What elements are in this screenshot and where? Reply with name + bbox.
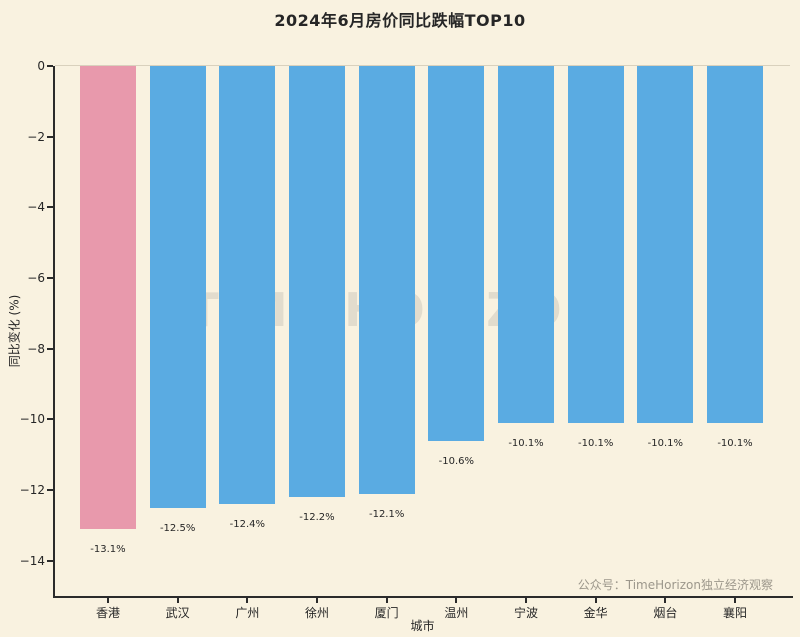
- x-tick-mark: [664, 598, 667, 603]
- y-tick-mark: [47, 65, 53, 67]
- y-tick-mark: [47, 206, 53, 208]
- credit-note: 公众号：TimeHorizon独立经济观察: [577, 578, 773, 592]
- bar-value-label: -10.1%: [508, 438, 544, 449]
- x-tick-label: 广州: [235, 606, 260, 620]
- x-tick-mark: [246, 598, 249, 603]
- x-tick-mark: [525, 598, 528, 603]
- x-tick-label: 香港: [95, 606, 120, 620]
- x-tick-mark: [385, 598, 388, 603]
- plot-area: TIME HORIZON -13.1%-12.5%-12.4%-12.2%-12…: [20, 59, 793, 633]
- bar: [707, 66, 764, 423]
- bar: [637, 66, 694, 423]
- bar-value-label: -10.1%: [577, 438, 614, 449]
- y-axis-label: 同比变化 (%): [7, 294, 22, 368]
- x-tick-mark: [107, 598, 109, 603]
- y-tick-label: −2: [27, 130, 45, 144]
- x-axis-spine: [53, 596, 793, 598]
- y-tick-mark: [47, 560, 53, 562]
- bar: [358, 66, 415, 494]
- y-axis-spine: [53, 66, 55, 598]
- x-tick-label: 武汉: [165, 606, 190, 620]
- bar-value-label: -13.1%: [90, 544, 126, 555]
- y-tick-label: −12: [19, 483, 45, 497]
- zero-baseline: [55, 65, 790, 66]
- x-tick-mark: [594, 598, 597, 603]
- y-tick-mark: [47, 348, 53, 350]
- bar: [498, 66, 555, 423]
- y-tick-label: −6: [27, 271, 45, 285]
- x-tick-mark: [734, 598, 737, 603]
- x-tick-label: 宁波: [514, 606, 539, 620]
- x-tick-label: 烟台: [653, 606, 678, 620]
- y-tick-label: −4: [27, 200, 45, 214]
- y-tick-label: −14: [19, 554, 45, 568]
- y-tick-label: 0: [37, 59, 45, 73]
- bar-value-label: -12.5%: [159, 523, 196, 534]
- x-tick-mark: [176, 598, 179, 603]
- bar: [567, 66, 624, 423]
- bar: [428, 66, 485, 441]
- y-tick-mark: [47, 489, 53, 491]
- x-tick-label: 厦门: [374, 606, 399, 620]
- x-tick-mark: [316, 598, 318, 603]
- x-tick-label: 温州: [444, 606, 469, 620]
- y-tick-mark: [47, 277, 53, 279]
- bar-value-label: -12.2%: [299, 512, 335, 523]
- x-axis-label: 城市: [410, 619, 435, 633]
- y-tick-label: −10: [19, 412, 45, 426]
- y-tick-mark: [47, 418, 53, 420]
- y-tick-label: −8: [27, 342, 45, 356]
- x-tick-mark: [455, 598, 458, 603]
- x-tick-label: 徐州: [304, 606, 329, 620]
- x-tick-label: 金华: [583, 606, 608, 620]
- y-tick-mark: [47, 136, 53, 138]
- bar: [80, 66, 136, 529]
- x-tick-label: 襄阳: [723, 606, 748, 620]
- bar-value-label: -12.1%: [368, 509, 405, 520]
- page-title: 2024年6月房价同比跌幅TOP10: [274, 11, 526, 30]
- bar-value-label: -12.4%: [229, 519, 266, 530]
- bar-value-label: -10.1%: [647, 438, 684, 449]
- bar-value-label: -10.1%: [717, 438, 753, 449]
- bar: [289, 66, 345, 497]
- bar-value-label: -10.6%: [438, 456, 475, 467]
- bar: [149, 66, 206, 508]
- bar: [219, 66, 276, 504]
